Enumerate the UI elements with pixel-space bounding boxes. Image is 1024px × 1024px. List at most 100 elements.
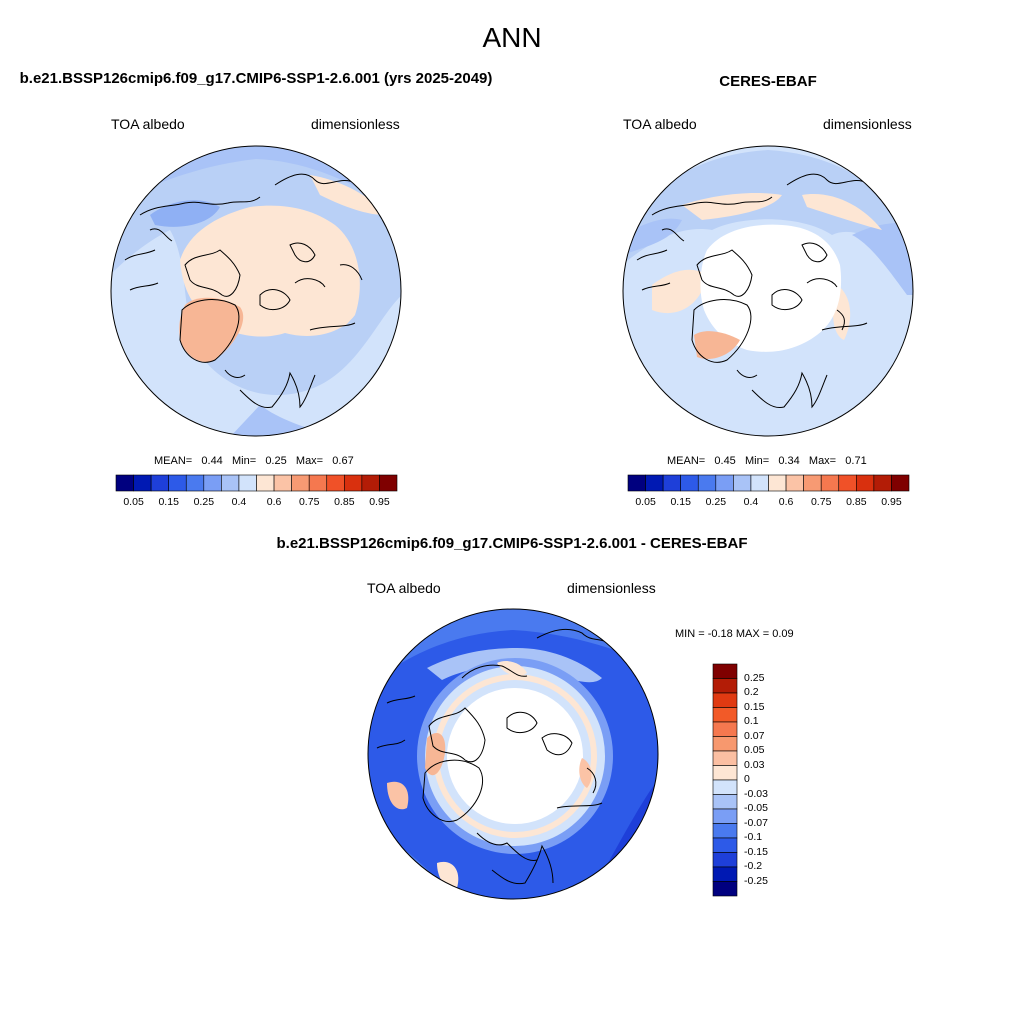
- obs-variable-label: TOA albedo: [623, 116, 697, 132]
- diff-colorbar-box: [712, 721, 738, 737]
- obs-colorbar-tick-label: 0.15: [670, 496, 691, 508]
- obs-colorbar-box: [750, 474, 769, 492]
- model-colorbar-box: [361, 474, 380, 492]
- obs-colorbar-box: [715, 474, 734, 492]
- diff-colorbar-box: [712, 779, 738, 795]
- diff-colorbar-tick-label: -0.07: [744, 816, 768, 829]
- obs-colorbar-box: [733, 474, 752, 492]
- obs-mean-value: 0.45: [714, 455, 736, 467]
- model-colorbar-ticks: 0.05 0.15 0.25 0.4 0.6 0.75 0.85 0.95: [116, 496, 397, 510]
- obs-panel-title: CERES-EBAF: [719, 73, 817, 90]
- model-colorbar-tick-label: 0.85: [334, 496, 355, 508]
- model-colorbar-box: [221, 474, 240, 492]
- obs-colorbar-box: [627, 474, 646, 492]
- obs-colorbar-box: [768, 474, 787, 492]
- diff-colorbar-tick-label: 0: [744, 773, 750, 785]
- obs-min-value: 0.34: [778, 455, 800, 467]
- diff-polar-map: [367, 608, 659, 900]
- diff-variable-label: TOA albedo: [367, 580, 441, 596]
- diff-colorbar-box: [712, 837, 738, 853]
- model-colorbar-tick-label: 0.75: [298, 496, 320, 508]
- model-colorbar-box: [379, 474, 398, 492]
- model-colorbar: [115, 474, 398, 492]
- obs-max-value: 0.71: [845, 455, 867, 467]
- diff-panel-title: b.e21.BSSP126cmip6.f09_g17.CMIP6-SSP1-2.…: [276, 535, 748, 552]
- obs-units-label: dimensionless: [823, 116, 912, 132]
- obs-colorbar-box: [662, 474, 681, 492]
- diff-colorbar-tick-label: -0.1: [744, 831, 763, 843]
- main-title: ANN: [482, 22, 542, 53]
- diff-colorbar-tick-label: 0.15: [744, 700, 765, 713]
- model-panel-title: b.e21.BSSP126cmip6.f09_g17.CMIP6-SSP1-2.…: [19, 70, 493, 87]
- model-colorbar-box: [291, 474, 310, 492]
- diff-colorbar-box: [712, 794, 738, 810]
- model-colorbar-tick-label: 0.05: [123, 496, 144, 508]
- model-colorbar-box: [115, 474, 134, 492]
- diff-colorbar-tick-label: -0.05: [744, 802, 768, 814]
- diff-colorbar-box: [712, 881, 738, 897]
- obs-colorbar-ticks: 0.05 0.15 0.25 0.4 0.6 0.75 0.85 0.95: [628, 496, 909, 510]
- model-stats: MEAN= 0.44 Min= 0.25 Max= 0.67: [154, 455, 354, 467]
- model-colorbar-box: [326, 474, 345, 492]
- obs-colorbar-tick-label: 0.6: [778, 496, 794, 508]
- model-variable-label: TOA albedo: [111, 116, 185, 132]
- diff-colorbar-tick-label: -0.03: [744, 787, 768, 800]
- diff-colorbar-tick-label: 0.2: [744, 686, 759, 698]
- model-colorbar-tick-label: 0.15: [158, 496, 179, 508]
- diff-colorbar-box: [712, 736, 738, 752]
- obs-colorbar-box: [680, 474, 699, 492]
- diff-colorbar-box: [712, 663, 738, 679]
- model-colorbar-box: [344, 474, 363, 492]
- model-colorbar-box: [273, 474, 292, 492]
- diff-colorbar-box: [712, 678, 738, 694]
- model-max-label: Max=: [295, 455, 324, 467]
- obs-colorbar-box: [891, 474, 910, 492]
- diff-colorbar-box: [712, 765, 738, 781]
- obs-colorbar-tick-label: 0.85: [846, 496, 867, 508]
- model-colorbar-box: [150, 474, 169, 492]
- diff-colorbar-tick-label: -0.25: [744, 874, 768, 887]
- obs-colorbar-box: [820, 474, 840, 492]
- obs-mean-label: MEAN=: [667, 455, 706, 467]
- diff-colorbar-tick-label: 0.25: [744, 671, 765, 684]
- diff-colorbar-tick-label: 0.05: [744, 744, 765, 756]
- obs-stats: MEAN= 0.45 Min= 0.34 Max= 0.71: [667, 455, 867, 467]
- model-mean-value: 0.44: [201, 455, 223, 467]
- obs-colorbar-box: [785, 474, 804, 492]
- model-colorbar-box: [133, 474, 152, 492]
- obs-colorbar-tick-label: 0.25: [705, 496, 727, 508]
- diff-colorbar-box: [712, 823, 738, 839]
- model-colorbar-box: [308, 474, 328, 492]
- obs-polar-map: [622, 145, 914, 437]
- diff-units-label: dimensionless: [567, 580, 656, 596]
- obs-colorbar-tick-label: 0.4: [743, 496, 759, 508]
- model-mean-label: MEAN=: [154, 455, 193, 467]
- model-colorbar-box: [238, 474, 257, 492]
- model-colorbar-box: [256, 474, 275, 492]
- diff-colorbar-tick-label: 0.1: [744, 715, 759, 727]
- diff-colorbar-box: [712, 692, 738, 708]
- diff-colorbar-box: [712, 866, 738, 882]
- obs-colorbar-box: [803, 474, 822, 492]
- obs-colorbar: [627, 474, 910, 492]
- diff-colorbar: [712, 663, 738, 897]
- obs-colorbar-box: [873, 474, 892, 492]
- obs-max-label: Max=: [808, 455, 837, 467]
- diff-colorbar-box: [712, 750, 738, 766]
- model-colorbar-box: [168, 474, 187, 492]
- obs-colorbar-tick-label: 0.05: [635, 496, 656, 508]
- model-min-label: Min=: [231, 455, 257, 467]
- model-colorbar-box: [185, 474, 205, 492]
- diff-colorbar-tick-label: -0.2: [744, 860, 763, 872]
- obs-colorbar-tick-label: 0.75: [810, 496, 832, 508]
- obs-colorbar-box: [838, 474, 857, 492]
- diff-colorbar-box: [712, 808, 738, 824]
- obs-colorbar-box: [697, 474, 717, 492]
- diff-colorbar-box: [712, 852, 738, 868]
- diff-colorbar-box: [712, 707, 738, 723]
- diff-stats: MIN = -0.18 MAX = 0.09: [675, 628, 794, 640]
- obs-min-label: Min=: [744, 455, 770, 467]
- obs-colorbar-box: [645, 474, 664, 492]
- diff-colorbar-ticks: 0.25 0.2 0.15 0.1 0.07 0.05 0.03 0 -0.03 -0.05 -0.…: [744, 664, 784, 896]
- model-colorbar-box: [203, 474, 222, 492]
